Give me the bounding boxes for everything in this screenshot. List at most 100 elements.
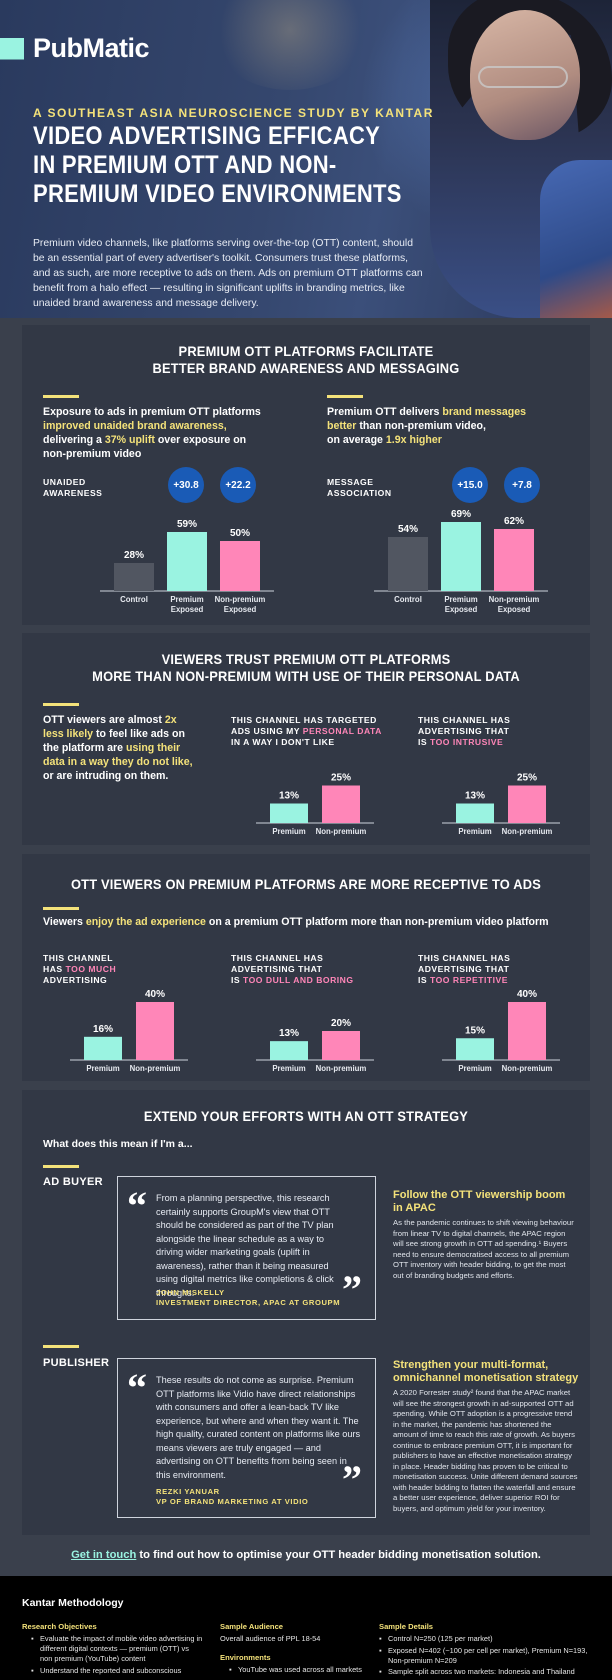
quote-attribution: JOHN MISKELLY INVESTMENT DIRECTOR, APAC A… [156, 1288, 341, 1307]
chart-caption: THIS CHANNEL HAS ADVERTISING THAT IS TOO… [418, 715, 511, 747]
section-personal-data-trust: VIEWERS TRUST PREMIUM OTT PLATFORMS MORE… [22, 633, 590, 845]
category-label: Exposed [171, 605, 204, 614]
open-quote-icon: “ [127, 1365, 147, 1410]
bar-chart-svg: 54%Control69%PremiumExposed62%Non-premiu… [374, 509, 548, 614]
bar-chart-svg: 16% Premium 40% Non-premium [70, 989, 188, 1073]
hero-intro: Premium video channels, like platforms s… [33, 238, 423, 309]
category-label: Non-premium [489, 595, 540, 604]
chart-too-repetitive: 15% Premium 40% Non-premium [436, 958, 566, 1074]
bar-1 [508, 1002, 546, 1060]
section-question: What does this mean if I'm a... [43, 1138, 193, 1150]
bar-1 [167, 532, 207, 591]
uplift-badge: +7.8 [504, 467, 540, 503]
role-ad-buyer: AD BUYER [43, 1176, 103, 1188]
bar-value-label: 13% [465, 791, 485, 802]
footer-col-heading: Environments [220, 1653, 271, 1662]
methodology-footer: Kantar Methodology Research Objectives E… [0, 1576, 612, 1680]
quote-attribution: REZKI YANUAR VP OF BRAND MARKETING AT VID… [156, 1487, 309, 1506]
bar-0 [114, 563, 154, 591]
bar-0 [270, 1041, 308, 1060]
category-label: Non-premium [502, 1064, 553, 1073]
bar-1 [136, 1002, 174, 1060]
hero-photo-jacket [540, 160, 612, 318]
chart-caption: THIS CHANNEL HAS TOO MUCH ADVERTISING [43, 953, 117, 985]
category-label: Exposed [445, 605, 478, 614]
publisher-tip-text: A 2020 Forrester study² found that the A… [393, 1388, 578, 1513]
bar-value-label: 25% [517, 773, 537, 784]
bar-value-label: 25% [331, 773, 351, 784]
category-label: Premium [272, 1064, 305, 1073]
accent-bar [43, 907, 79, 910]
get-in-touch-link[interactable]: Get in touch [71, 1549, 137, 1561]
bar-value-label: 13% [279, 791, 299, 802]
quote-card-publisher [117, 1358, 376, 1518]
bar-0 [456, 1038, 494, 1060]
hero-light-glow [210, 0, 370, 90]
chart-personal-data: 13% Premium 25% Non-premium [250, 751, 380, 837]
bar-0 [84, 1036, 122, 1060]
footer-list-item: Exposed N=402 (~100 per cell per market)… [379, 1646, 594, 1666]
footer-title: Kantar Methodology [22, 1597, 124, 1609]
publisher-tip-heading: Strengthen your multi-format, omnichannel… [393, 1359, 579, 1384]
bar-0 [270, 803, 308, 823]
bar-value-label: 16% [93, 1024, 113, 1035]
footer-col-heading: Sample Audience [220, 1622, 284, 1631]
accent-bar [43, 703, 79, 706]
category-label: Control [120, 595, 148, 604]
hero-photo-glasses [478, 66, 568, 88]
bar-0 [456, 803, 494, 823]
pubmatic-logo[interactable]: PubMatic [0, 33, 150, 64]
accent-bar [43, 1165, 79, 1168]
bar-value-label: 40% [145, 989, 165, 1000]
footer-col-heading: Sample Details [379, 1622, 434, 1631]
buyer-tip-text: As the pandemic continues to shift viewi… [393, 1218, 574, 1280]
accent-bar [327, 395, 363, 398]
footer-list-item: Sample split across two markets: Indones… [379, 1667, 594, 1677]
uplift-badge: +22.2 [220, 467, 256, 503]
footer-text: Overall audience of PPL 18-54 [220, 1634, 321, 1643]
bar-value-label: 28% [124, 550, 144, 561]
category-label: Premium [444, 595, 477, 604]
bar-chart-svg: 13% Premium 25% Non-premium [442, 773, 560, 836]
category-label: Premium [170, 595, 203, 604]
bar-value-label: 50% [230, 528, 250, 539]
footer-list-item: Control N=250 (125 per market) [379, 1634, 594, 1644]
bar-2 [494, 529, 534, 591]
category-label: Non-premium [502, 827, 553, 836]
bar-0 [388, 537, 428, 591]
section-brand-awareness: PREMIUM OTT PLATFORMS FACILITATE BETTER … [22, 325, 590, 625]
bar-value-label: 62% [504, 516, 524, 527]
logo-mark-icon [0, 37, 24, 60]
chart-too-much: 16% Premium 40% Non-premium [64, 958, 194, 1074]
bar-1 [508, 785, 546, 823]
category-label: Control [394, 595, 422, 604]
bar-chart-svg: 13% Premium 25% Non-premium [256, 773, 374, 836]
chart-unaided-awareness: 28% Control 59% Premium Exposed 50% Non-premiu… [82, 505, 292, 617]
chart-caption: THIS CHANNEL HAS ADVERTISING THAT IS TOO… [231, 953, 354, 985]
bar-chart-svg: 15% Premium 40% Non-premium [442, 989, 560, 1073]
bar-value-label: 13% [279, 1028, 299, 1039]
bar-1 [322, 785, 360, 823]
awareness-lead: Exposure to ads in premium OTT platforms… [43, 406, 261, 460]
section-title: VIEWERS TRUST PREMIUM OTT PLATFORMS MORE… [92, 651, 520, 684]
accent-bar [43, 1345, 79, 1348]
category-label: Premium [272, 827, 305, 836]
category-label: Premium [86, 1064, 119, 1073]
role-publisher: PUBLISHER [43, 1357, 110, 1369]
category-label: Non-premium [215, 595, 266, 604]
bar-chart-svg: 28%Control59%PremiumExposed50%Non-premiu… [100, 519, 274, 614]
footer-list-item: Evaluate the impact of mobile video adve… [31, 1634, 203, 1664]
close-quote-icon: ” [342, 1457, 362, 1502]
chart-too-intrusive: 13% Premium 25% Non-premium [436, 751, 566, 837]
quote-text: These results do not come as surprise. P… [156, 1375, 361, 1480]
uplift-badge: +15.0 [452, 467, 488, 503]
bar-1 [441, 522, 481, 591]
bar-chart-svg: 13% Premium 20% Non-premium [256, 1018, 374, 1073]
section-title: OTT VIEWERS ON PREMIUM PLATFORMS ARE MOR… [70, 876, 542, 892]
page-title: VIDEO ADVERTISING EFFICACY IN PREMIUM OT… [33, 122, 402, 208]
hero-kicker: A SOUTHEAST ASIA NEUROSCIENCE STUDY BY K… [33, 106, 434, 120]
uplift-badge: +30.8 [168, 467, 204, 503]
section-receptive-to-ads: OTT VIEWERS ON PREMIUM PLATFORMS ARE MOR… [22, 854, 590, 1081]
bar-2 [220, 541, 260, 591]
chart-caption: THIS CHANNEL HAS TARGETED ADS USING MY P… [231, 715, 382, 747]
